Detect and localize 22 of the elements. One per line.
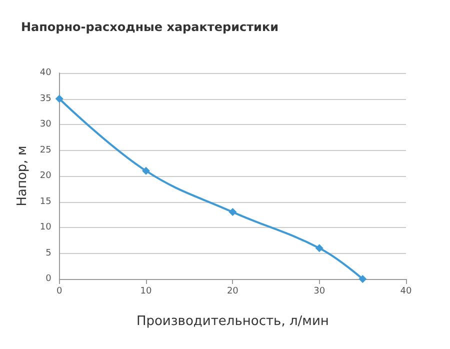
x-tick-label: 30 (314, 286, 326, 296)
x-axis-title: Производительность, л/мин (136, 314, 329, 329)
chart-title: Напорно-расходные характеристики (21, 20, 279, 34)
y-tick-label: 10 (40, 222, 52, 232)
point (358, 275, 367, 283)
y-tick-label: 5 (46, 248, 52, 258)
point (228, 208, 237, 216)
point (55, 94, 64, 103)
y-tick-label: 25 (40, 145, 52, 156)
point (315, 244, 324, 252)
x-tick-label: 20 (226, 286, 239, 296)
x-tick-label: 10 (140, 286, 152, 296)
y-axis-title: Напор, м (15, 146, 30, 206)
y-tick-label: 35 (40, 94, 52, 104)
y-tick-label: 40 (40, 68, 52, 78)
x-tick-label: 40 (400, 286, 412, 296)
y-tick-label: 15 (40, 196, 52, 207)
x-tick-label: 0 (56, 286, 62, 296)
y-tick-label: 30 (40, 120, 52, 130)
point (142, 166, 150, 175)
y-tick-label: 0 (46, 274, 52, 284)
y-tick-label: 20 (40, 171, 52, 181)
